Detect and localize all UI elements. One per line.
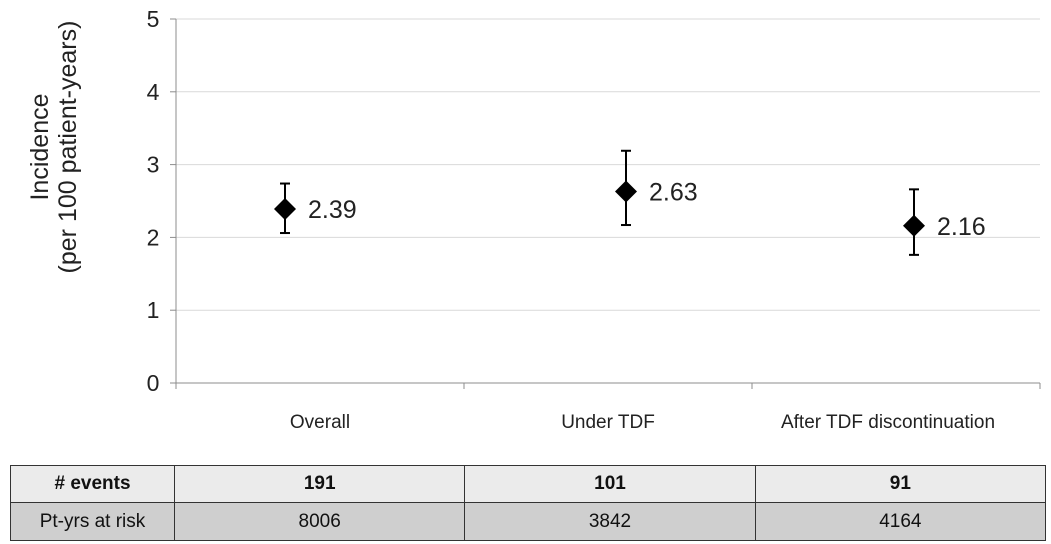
events-after-tdf: 91: [754, 465, 1047, 503]
y-tick-label: 4: [147, 79, 160, 105]
events-overall: 191: [173, 465, 466, 503]
x-category-labels: Overall Under TDF After TDF discontinuatio…: [290, 412, 995, 433]
x-category-label: Overall: [290, 412, 350, 433]
y-tick-label: 0: [147, 370, 160, 396]
row-label-events: # events: [10, 465, 175, 503]
data-point-diamond: [615, 180, 637, 203]
ptyrs-after-tdf: 4164: [754, 502, 1047, 541]
ptyrs-under-tdf: 3842: [464, 502, 756, 541]
table-row-ptyrs: Pt-yrs at risk 8006 3842 4164: [10, 502, 1047, 541]
gridlines: [176, 18, 1040, 311]
summary-table: # events 191 101 91 Pt-yrs at risk 8006 …: [10, 465, 1047, 541]
incidence-chart: 0 1 2 3 4 5 Overall Under TDF After TDF discont…: [26, 6, 1041, 433]
axes: [170, 18, 1041, 389]
data-label: 2.39: [308, 196, 357, 224]
ptyrs-overall: 8006: [173, 502, 466, 541]
y-tick-label: 3: [147, 152, 160, 178]
table-row-events: # events 191 101 91: [10, 465, 1047, 503]
x-category-label: Under TDF: [561, 412, 655, 433]
y-axis-label-line1: Incidence: [26, 93, 54, 200]
data-label: 2.63: [649, 179, 698, 207]
y-tick-label: 5: [147, 6, 160, 32]
y-tick-labels: 0 1 2 3 4 5: [147, 6, 160, 396]
y-tick-label: 2: [147, 224, 160, 250]
y-axis-label-line2: (per 100 patient-years): [54, 21, 82, 274]
data-point-diamond: [274, 198, 296, 221]
data-point-diamond: [903, 214, 925, 237]
data-label: 2.16: [937, 213, 986, 241]
data-points: 2.39 2.63 2.16: [274, 149, 986, 256]
events-under-tdf: 101: [464, 465, 756, 503]
row-label-ptyrs: Pt-yrs at risk: [10, 502, 175, 541]
x-category-label: After TDF discontinuation: [781, 412, 995, 433]
y-tick-label: 1: [147, 297, 160, 323]
